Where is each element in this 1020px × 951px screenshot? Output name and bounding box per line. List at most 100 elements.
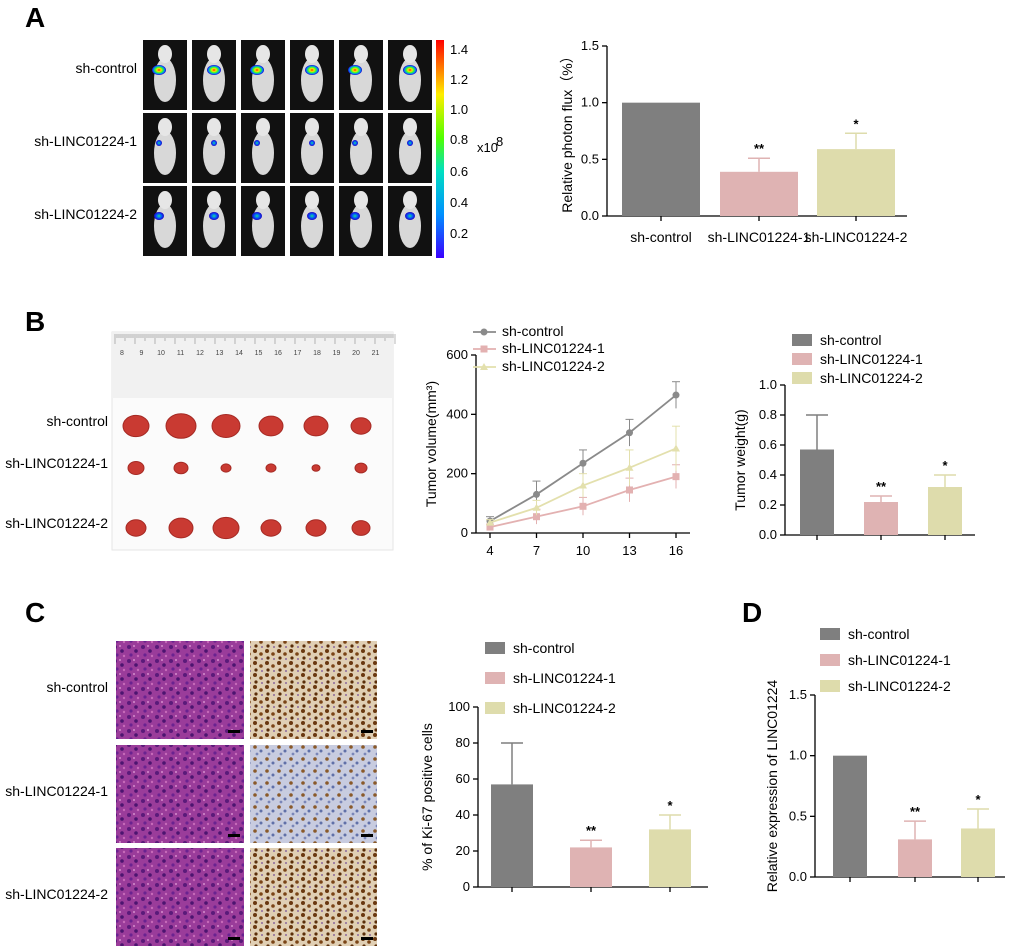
tumor-specimen	[351, 520, 371, 536]
y-tick-label: 0.6	[759, 437, 777, 452]
scale-bar	[228, 937, 240, 940]
mouse-image	[192, 186, 236, 256]
scale-bar	[361, 937, 373, 940]
ruler-label: 15	[255, 350, 263, 357]
significance-mark: *	[667, 798, 673, 813]
tumor-specimen	[220, 463, 232, 473]
y-tick-label: 0.5	[789, 808, 807, 823]
ruler-label: 20	[352, 350, 360, 357]
y-tick-label: 1.0	[789, 748, 807, 763]
mouse-image	[339, 113, 383, 183]
luminescence-signal	[403, 65, 417, 75]
mouse-body	[350, 58, 372, 102]
legend-marker	[480, 345, 488, 353]
tumor-specimen	[303, 415, 329, 437]
colorbar-tick: 1.4	[450, 42, 468, 57]
legend-swatch	[820, 628, 840, 640]
bioluminescence-grid: sh-control sh-LINC01224-1 sh-LINC01224-2 1.…	[34, 40, 503, 258]
bar-2	[720, 171, 798, 216]
colorbar-tick: 0.2	[450, 226, 468, 241]
mouse-image	[241, 40, 285, 110]
data-point	[486, 523, 494, 531]
luminescence-signal	[252, 212, 262, 220]
ruler-label: 21	[372, 350, 380, 357]
legend-label: sh-control	[513, 640, 574, 656]
mouse-head	[354, 118, 368, 136]
luminescence-signal	[154, 212, 164, 220]
y-axis-label: Tumor volume(mm³)	[423, 381, 439, 507]
data-point	[672, 444, 680, 452]
mouse-head	[305, 45, 319, 63]
luminescence-signal	[254, 140, 260, 146]
luminescence-signal	[307, 212, 317, 220]
legend-marker	[480, 363, 488, 370]
tumor-photo: 8 9 10 11 12 13 14 15 16 17 18 19 20 21 sh-control sh-L…	[5, 331, 396, 551]
bar-2	[864, 502, 898, 535]
mouse-head	[207, 191, 221, 209]
mouse-body	[350, 204, 372, 248]
y-tick-label: 80	[456, 735, 470, 750]
bar-1	[800, 449, 834, 535]
mouse-head	[256, 118, 270, 136]
tumor-specimen	[165, 413, 197, 439]
ruler-label: 10	[157, 350, 165, 357]
y-tick-label: 40	[456, 807, 470, 822]
mouse-body	[203, 131, 225, 175]
mouse-image	[339, 40, 383, 110]
legend-label: sh-LINC01224-2	[502, 358, 605, 374]
significance-mark: **	[586, 823, 597, 838]
x-tick-label: 10	[576, 543, 590, 558]
y-axis-label: Relative expression of LINC01224	[764, 680, 780, 893]
mouse-body	[301, 204, 323, 248]
tumor-specimen	[258, 415, 284, 437]
legend-label: sh-LINC01224-2	[513, 700, 616, 716]
luminescence-signal	[352, 140, 358, 146]
scale-bar	[228, 834, 240, 837]
mouse-image	[241, 186, 285, 256]
row-label-a-2: sh-LINC01224-1	[34, 133, 137, 149]
significance-mark: **	[754, 141, 765, 156]
legend-swatch	[792, 353, 812, 365]
ruler-label: 9	[140, 350, 144, 357]
luminescence-signal	[348, 65, 362, 75]
mouse-head	[354, 45, 368, 63]
row-label-b-1: sh-control	[47, 413, 108, 429]
colorbar-tick: 0.4	[450, 195, 468, 210]
data-point	[579, 502, 587, 510]
row-label-c-3: sh-LINC01224-2	[5, 886, 108, 902]
data-point	[625, 463, 634, 471]
y-tick-label: 0.4	[759, 467, 777, 482]
tumor-specimen	[125, 519, 147, 537]
chart-tumor_volume: 0 200 400 600 4 7 10 13 16 Tumor volume(mm³) sh-co…	[423, 323, 690, 558]
legend-label: sh-control	[820, 332, 881, 348]
mouse-body	[203, 204, 225, 248]
significance-mark: *	[975, 792, 981, 807]
legend-label: sh-LINC01224-1	[502, 340, 605, 356]
colorbar	[436, 40, 444, 258]
chart-photon_flux: 0.00.51.01.5***Relative photon flux（%）sh…	[559, 38, 908, 245]
y-tick-label: 0.0	[759, 527, 777, 542]
legend-label: sh-LINC01224-1	[513, 670, 616, 686]
mouse-image	[143, 186, 187, 256]
y-tick-label: 200	[446, 466, 468, 481]
x-category-label: sh-LINC01224-1	[708, 229, 811, 245]
legend-label: sh-LINC01224-2	[820, 370, 923, 386]
bar-1	[622, 102, 700, 216]
mouse-body	[203, 58, 225, 102]
ki67-stain-image	[250, 848, 377, 946]
row-label-c-1: sh-control	[47, 679, 108, 695]
bar-3	[817, 149, 895, 216]
tumor-specimen	[122, 414, 150, 438]
y-tick-label: 0	[463, 879, 470, 894]
mouse-image	[241, 113, 285, 183]
mouse-head	[256, 45, 270, 63]
legend-swatch	[792, 372, 812, 384]
luminescence-signal	[305, 65, 319, 75]
ruler-label: 19	[333, 350, 341, 357]
data-point	[533, 513, 540, 521]
mouse-body	[301, 131, 323, 175]
data-point	[579, 459, 587, 467]
mouse-head	[403, 118, 417, 136]
y-axis-label: % of Ki-67 positive cells	[419, 723, 435, 871]
luminescence-signal	[309, 140, 315, 146]
